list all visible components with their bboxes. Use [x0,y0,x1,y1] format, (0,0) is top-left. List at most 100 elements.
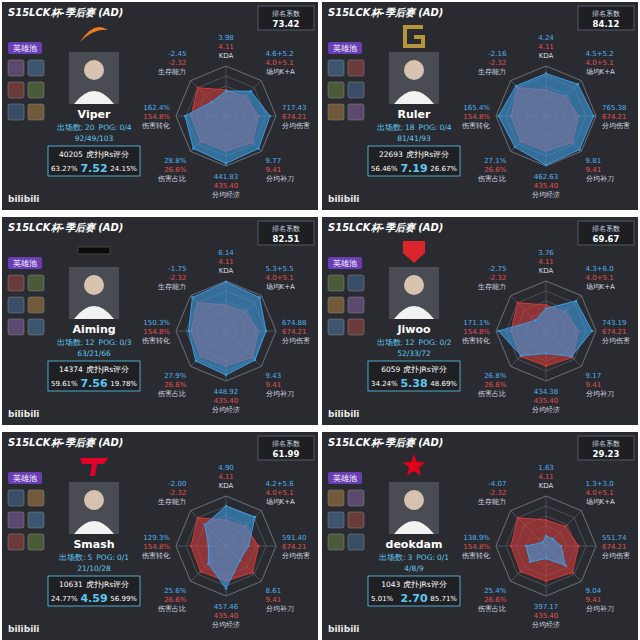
grid-ring [496,496,596,596]
player-photo-body [394,91,434,104]
axis-label: 场均K+A [585,68,615,76]
stat-average: 4.0+5.1 [266,274,294,282]
radar-vertex [592,115,594,117]
stat-average: 9.41 [266,596,282,604]
low-share: 24.15% [110,165,137,173]
stat-value: 138.9% [463,534,490,542]
stat-average: 674.21 [282,113,307,121]
radar-vertex [250,90,252,92]
panel-title: S15LCK杯-季后赛 (AD) [328,222,443,233]
rating-share: 63.27% [51,165,78,173]
radar-vertex [197,517,199,519]
games-value: 3 [407,553,412,562]
axis-label: 分均经济 [532,621,560,629]
rating: 7.52 [80,162,107,175]
stat-value: 9.77 [266,157,282,165]
rank-value: 73.42 [273,19,300,29]
stat-average: 674.21 [282,543,307,551]
radar-vertex [529,561,531,563]
hero-icon [328,534,344,550]
games-label: 出场数: [57,123,84,132]
radar-vertex [225,374,227,376]
grid-ring [176,496,276,596]
axis-label: 生存能力 [478,498,506,506]
low-share: 48.69% [430,380,457,388]
axis-label: 分均补刀 [586,175,614,183]
rank-box [578,6,634,30]
hero-icon [348,82,364,98]
stat-average: 26.6% [164,166,187,174]
stat-value: -2.75 [488,265,506,273]
stat-value: 26.8% [484,372,507,380]
stat-value: 4.2+5.6 [266,480,295,488]
axis-label: 生存能力 [158,498,186,506]
radar-vertex [564,525,566,527]
stat-average: 154.8% [143,543,170,551]
radar-vertex [517,302,519,304]
player-photo-body [74,91,114,104]
panel-bg [322,432,638,640]
radar-frame [496,496,596,596]
radar-area [189,282,267,375]
stat-value: 5.3+5.5 [266,265,294,273]
stat-value: 441.83 [214,173,239,181]
rating-share: 34.24% [371,380,398,388]
stat-value: 4.6+5.2 [266,50,294,58]
stat-value: 25.6% [164,587,187,595]
axis-label: 生存能力 [478,283,506,291]
stat-average: -2.32 [488,59,506,67]
rank-label: 排名系数 [272,10,300,18]
panel: S15LCK杯-季后赛 (AD)排名系数73.42英雄池Viper出场数:20P… [2,2,318,210]
hero-pool-label: 英雄池 [13,474,37,483]
axis-label: 分均伤害 [602,122,630,130]
rank-box [258,6,314,30]
watermark: bilibili [328,194,359,204]
team-logo [403,241,425,263]
radar-vertex [570,355,572,357]
votes-label: 虎扑JRs评分 [86,365,129,374]
hero-icon [348,275,364,291]
team-logo [403,454,426,476]
axis-label: 场均K+A [585,498,615,506]
radar-vertex [515,85,517,87]
pog-label: POG: [96,553,115,562]
axis-label: KDA [219,52,234,60]
stat-value: 150.3% [143,319,170,327]
axis-label: KDA [219,482,234,490]
games-line: 出场数:3POG:0/1 [379,553,449,562]
stat-average: 26.6% [164,381,187,389]
axis-label: 伤害转化 [142,337,170,345]
hero-pool-label: 英雄池 [333,44,357,53]
stat-value: 8.61 [266,587,282,595]
axis-label: 分均补刀 [586,390,614,398]
panel-title: S15LCK杯-季后赛 (AD) [8,7,123,18]
marks [497,300,593,367]
hero-icon [328,60,344,76]
hero-pool-label: 英雄池 [13,259,37,268]
stat-average: 26.6% [484,166,507,174]
votes-label: 虎扑JRs评分 [403,365,446,374]
radar-vertex [519,355,521,357]
axis-label: 伤害占比 [158,605,186,613]
axis-label: 伤害占比 [478,390,506,398]
team-logo [405,27,423,46]
stat-average: 26.6% [484,596,507,604]
radar-vertex [545,557,547,559]
radar-vertex [577,83,579,85]
votes-value: 14374 [59,365,83,374]
rating: 5.38 [400,377,427,390]
rank-box [258,221,314,245]
stat-average: 9.41 [586,596,602,604]
kda-totals: 21/10/28 [77,564,111,573]
radar-vertex [545,72,547,74]
axis-label: 生存能力 [478,68,506,76]
games-value: 12 [85,338,95,347]
stat-average: 435.40 [214,612,239,620]
radar-vertex [187,330,189,332]
stat-value: 3.76 [538,249,554,257]
radar-vertex [520,355,522,357]
panel-bg [2,217,318,425]
hero-pool-label: 英雄池 [333,474,357,483]
axis-label: KDA [539,482,554,490]
stat-average: -2.32 [488,489,506,497]
